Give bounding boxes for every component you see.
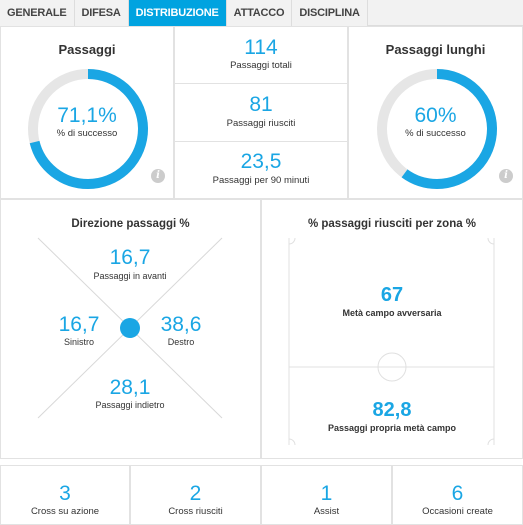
- direzione-sinistro-value: 16,7: [58, 313, 100, 336]
- bottom-stat-label: Assist: [313, 506, 340, 517]
- donut-progress-arc: [377, 69, 497, 189]
- direzione-sinistro-label: Sinistro: [63, 337, 94, 347]
- direzione-passaggi-panel: Direzione passaggi % 16,7 Passaggi in av…: [0, 199, 261, 459]
- donut-progress-arc: [28, 69, 148, 189]
- direzione-indietro-value: 28,1: [109, 376, 151, 399]
- center-circle-bottom: [377, 366, 407, 382]
- stat-label: Passaggi totali: [230, 60, 292, 71]
- corner-arc: [487, 237, 495, 245]
- zona-propria-value: 82,8: [372, 399, 412, 421]
- stat-label: Passaggi riusciti: [226, 118, 296, 129]
- direzione-destro-value: 38,6: [160, 313, 202, 336]
- stat-value: 114: [244, 36, 278, 59]
- cross-su-azione-cell: 3 Cross su azione: [0, 465, 130, 525]
- stat-passaggi-riusciti: 81 Passaggi riusciti: [175, 84, 347, 142]
- tab-attacco[interactable]: ATTACCO: [226, 0, 293, 26]
- direction-center-dot: [120, 318, 140, 338]
- stat-label: Passaggi per 90 minuti: [212, 175, 310, 186]
- bottom-stat-value: 6: [451, 482, 464, 505]
- cross-riusciti-cell: 2 Cross riusciti: [130, 465, 261, 525]
- corner-arc: [288, 237, 296, 245]
- passaggi-success-label: % di successo: [56, 128, 118, 139]
- passaggi-stats-panel: 114 Passaggi totali 81 Passaggi riusciti…: [174, 26, 348, 199]
- passaggi-success-value: 71,1%: [57, 104, 117, 127]
- direzione-avanti-label: Passaggi in avanti: [93, 271, 167, 281]
- info-icon[interactable]: i: [151, 169, 165, 183]
- corner-arc: [487, 438, 495, 446]
- passaggi-lunghi-success-label: % di successo: [405, 128, 466, 139]
- tab-bar: GENERALE DIFESA DISTRIBUZIONE ATTACCO DI…: [0, 0, 523, 26]
- bottom-stat-value: 2: [189, 482, 202, 505]
- passaggi-zona-panel: % passaggi riusciti per zona % 67 Metà c…: [261, 199, 523, 459]
- passaggi-lunghi-title: Passaggi lunghi: [385, 42, 486, 57]
- direzione-destro-label: Destro: [167, 337, 195, 347]
- assist-cell: 1 Assist: [261, 465, 392, 525]
- pitch-diagram: [288, 237, 495, 446]
- zona-avversaria-label: Metà campo avversaria: [342, 308, 442, 318]
- zona-propria-label: Passaggi propria metà campo: [327, 423, 457, 433]
- bottom-stat-value: 3: [59, 482, 71, 505]
- direzione-avanti-value: 16,7: [109, 246, 151, 269]
- passaggi-panel: Passaggi 71,1% % di successo i: [0, 26, 174, 199]
- tab-disciplina[interactable]: DISCIPLINA: [292, 0, 368, 26]
- passaggi-lunghi-success-value: 60%: [414, 104, 457, 127]
- bottom-stat-label: Cross riusciti: [168, 506, 223, 517]
- occasioni-create-cell: 6 Occasioni create: [392, 465, 523, 525]
- direzione-title: Direzione passaggi %: [71, 218, 190, 230]
- tab-generale[interactable]: GENERALE: [0, 0, 75, 26]
- center-circle-top: [377, 352, 407, 368]
- stat-value: 81: [249, 93, 273, 116]
- direction-cross-lines: [37, 237, 223, 419]
- bottom-stat-label: Cross su azione: [30, 506, 100, 517]
- corner-arc: [288, 438, 296, 446]
- passaggi-title: Passaggi: [58, 42, 116, 57]
- zona-title: % passaggi riusciti per zona %: [307, 218, 477, 230]
- passaggi-lunghi-donut: [377, 69, 497, 189]
- tab-distribuzione[interactable]: DISTRIBUZIONE: [128, 0, 227, 26]
- stat-passaggi-totali: 114 Passaggi totali: [175, 27, 347, 84]
- bottom-stat-value: 1: [320, 482, 333, 505]
- bottom-stat-label: Occasioni create: [422, 506, 493, 517]
- stat-value: 23,5: [240, 150, 282, 173]
- zona-avversaria-value: 67: [380, 284, 404, 306]
- tab-difesa[interactable]: DIFESA: [74, 0, 129, 26]
- stat-passaggi-per-90: 23,5 Passaggi per 90 minuti: [175, 142, 347, 199]
- info-icon[interactable]: i: [499, 169, 513, 183]
- direzione-indietro-label: Passaggi indietro: [95, 400, 165, 410]
- passaggi-lunghi-panel: Passaggi lunghi 60% % di successo i: [348, 26, 523, 199]
- passaggi-donut: [28, 69, 148, 189]
